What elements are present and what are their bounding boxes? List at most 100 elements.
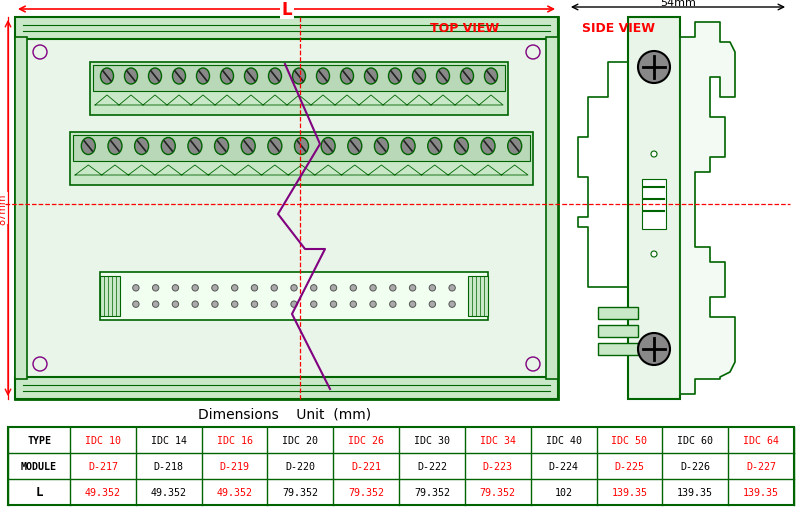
Polygon shape [394, 165, 422, 176]
Polygon shape [208, 165, 235, 176]
Circle shape [291, 285, 298, 292]
Polygon shape [143, 96, 167, 106]
Text: D-224: D-224 [549, 461, 578, 471]
Circle shape [370, 285, 376, 292]
Polygon shape [431, 96, 455, 106]
Polygon shape [102, 165, 128, 176]
Text: D-222: D-222 [417, 461, 447, 471]
Bar [468, 276, 488, 317]
Circle shape [212, 301, 218, 308]
Text: IDC 40: IDC 40 [546, 435, 582, 445]
Polygon shape [182, 165, 208, 176]
Bar [15, 38, 27, 379]
Circle shape [231, 301, 238, 308]
Circle shape [638, 52, 670, 84]
Ellipse shape [365, 69, 378, 85]
Text: SIDE VIEW: SIDE VIEW [582, 21, 655, 35]
Circle shape [651, 152, 657, 158]
Text: 139.35: 139.35 [678, 487, 714, 497]
Circle shape [192, 285, 198, 292]
Circle shape [350, 285, 357, 292]
Polygon shape [235, 165, 262, 176]
Ellipse shape [454, 138, 468, 155]
Text: 49.352: 49.352 [85, 487, 121, 497]
Bar [73, 136, 530, 162]
Circle shape [526, 46, 540, 60]
Text: IDC 26: IDC 26 [348, 435, 384, 445]
Circle shape [192, 301, 198, 308]
Circle shape [33, 357, 47, 371]
Circle shape [251, 301, 258, 308]
Circle shape [212, 285, 218, 292]
Ellipse shape [508, 138, 522, 155]
Ellipse shape [214, 138, 229, 155]
Text: IDC 14: IDC 14 [150, 435, 186, 445]
Text: TOP VIEW: TOP VIEW [430, 21, 499, 35]
Circle shape [429, 301, 435, 308]
Ellipse shape [428, 138, 442, 155]
Text: D-221: D-221 [351, 461, 381, 471]
Ellipse shape [268, 138, 282, 155]
Text: IDC 50: IDC 50 [611, 435, 647, 445]
Polygon shape [155, 165, 182, 176]
Ellipse shape [173, 69, 186, 85]
Circle shape [310, 285, 317, 292]
Circle shape [133, 301, 139, 308]
Circle shape [410, 285, 416, 292]
Ellipse shape [149, 69, 162, 85]
Ellipse shape [341, 69, 354, 85]
Circle shape [410, 301, 416, 308]
Text: D-226: D-226 [680, 461, 710, 471]
Text: 49.352: 49.352 [150, 487, 186, 497]
Circle shape [390, 285, 396, 292]
Bar [90, 63, 508, 116]
Bar [628, 18, 680, 399]
Circle shape [651, 251, 657, 258]
Text: 79.352: 79.352 [348, 487, 384, 497]
Bar [15, 18, 558, 399]
Text: 49.352: 49.352 [217, 487, 253, 497]
Polygon shape [119, 96, 143, 106]
Ellipse shape [317, 69, 330, 85]
Polygon shape [368, 165, 394, 176]
Bar [598, 344, 638, 355]
Text: IDC 10: IDC 10 [85, 435, 121, 445]
Ellipse shape [162, 138, 175, 155]
Ellipse shape [82, 138, 95, 155]
Polygon shape [359, 96, 383, 106]
Polygon shape [167, 96, 191, 106]
Text: IDC 16: IDC 16 [217, 435, 253, 445]
Polygon shape [315, 165, 342, 176]
Polygon shape [479, 96, 503, 106]
Polygon shape [311, 96, 335, 106]
Text: IDC 30: IDC 30 [414, 435, 450, 445]
Circle shape [370, 301, 376, 308]
Ellipse shape [389, 69, 402, 85]
Circle shape [271, 301, 278, 308]
Bar [8, 427, 794, 505]
Text: D-227: D-227 [746, 461, 776, 471]
Circle shape [449, 285, 455, 292]
Polygon shape [239, 96, 263, 106]
Ellipse shape [374, 138, 389, 155]
Polygon shape [262, 165, 288, 176]
Text: IDC 60: IDC 60 [678, 435, 714, 445]
Bar [15, 377, 558, 399]
Text: Dimensions    Unit  (mm): Dimensions Unit (mm) [198, 407, 371, 421]
Polygon shape [75, 165, 102, 176]
Circle shape [291, 301, 298, 308]
Ellipse shape [269, 69, 282, 85]
Text: 139.35: 139.35 [611, 487, 647, 497]
Polygon shape [680, 23, 735, 394]
Polygon shape [448, 165, 474, 176]
Ellipse shape [134, 138, 149, 155]
Circle shape [390, 301, 396, 308]
Ellipse shape [321, 138, 335, 155]
Text: 79.352: 79.352 [480, 487, 516, 497]
Circle shape [172, 301, 178, 308]
Text: 139.35: 139.35 [743, 487, 779, 497]
Polygon shape [215, 96, 239, 106]
Text: 87mm: 87mm [0, 193, 7, 224]
Polygon shape [287, 96, 311, 106]
Ellipse shape [245, 69, 258, 85]
